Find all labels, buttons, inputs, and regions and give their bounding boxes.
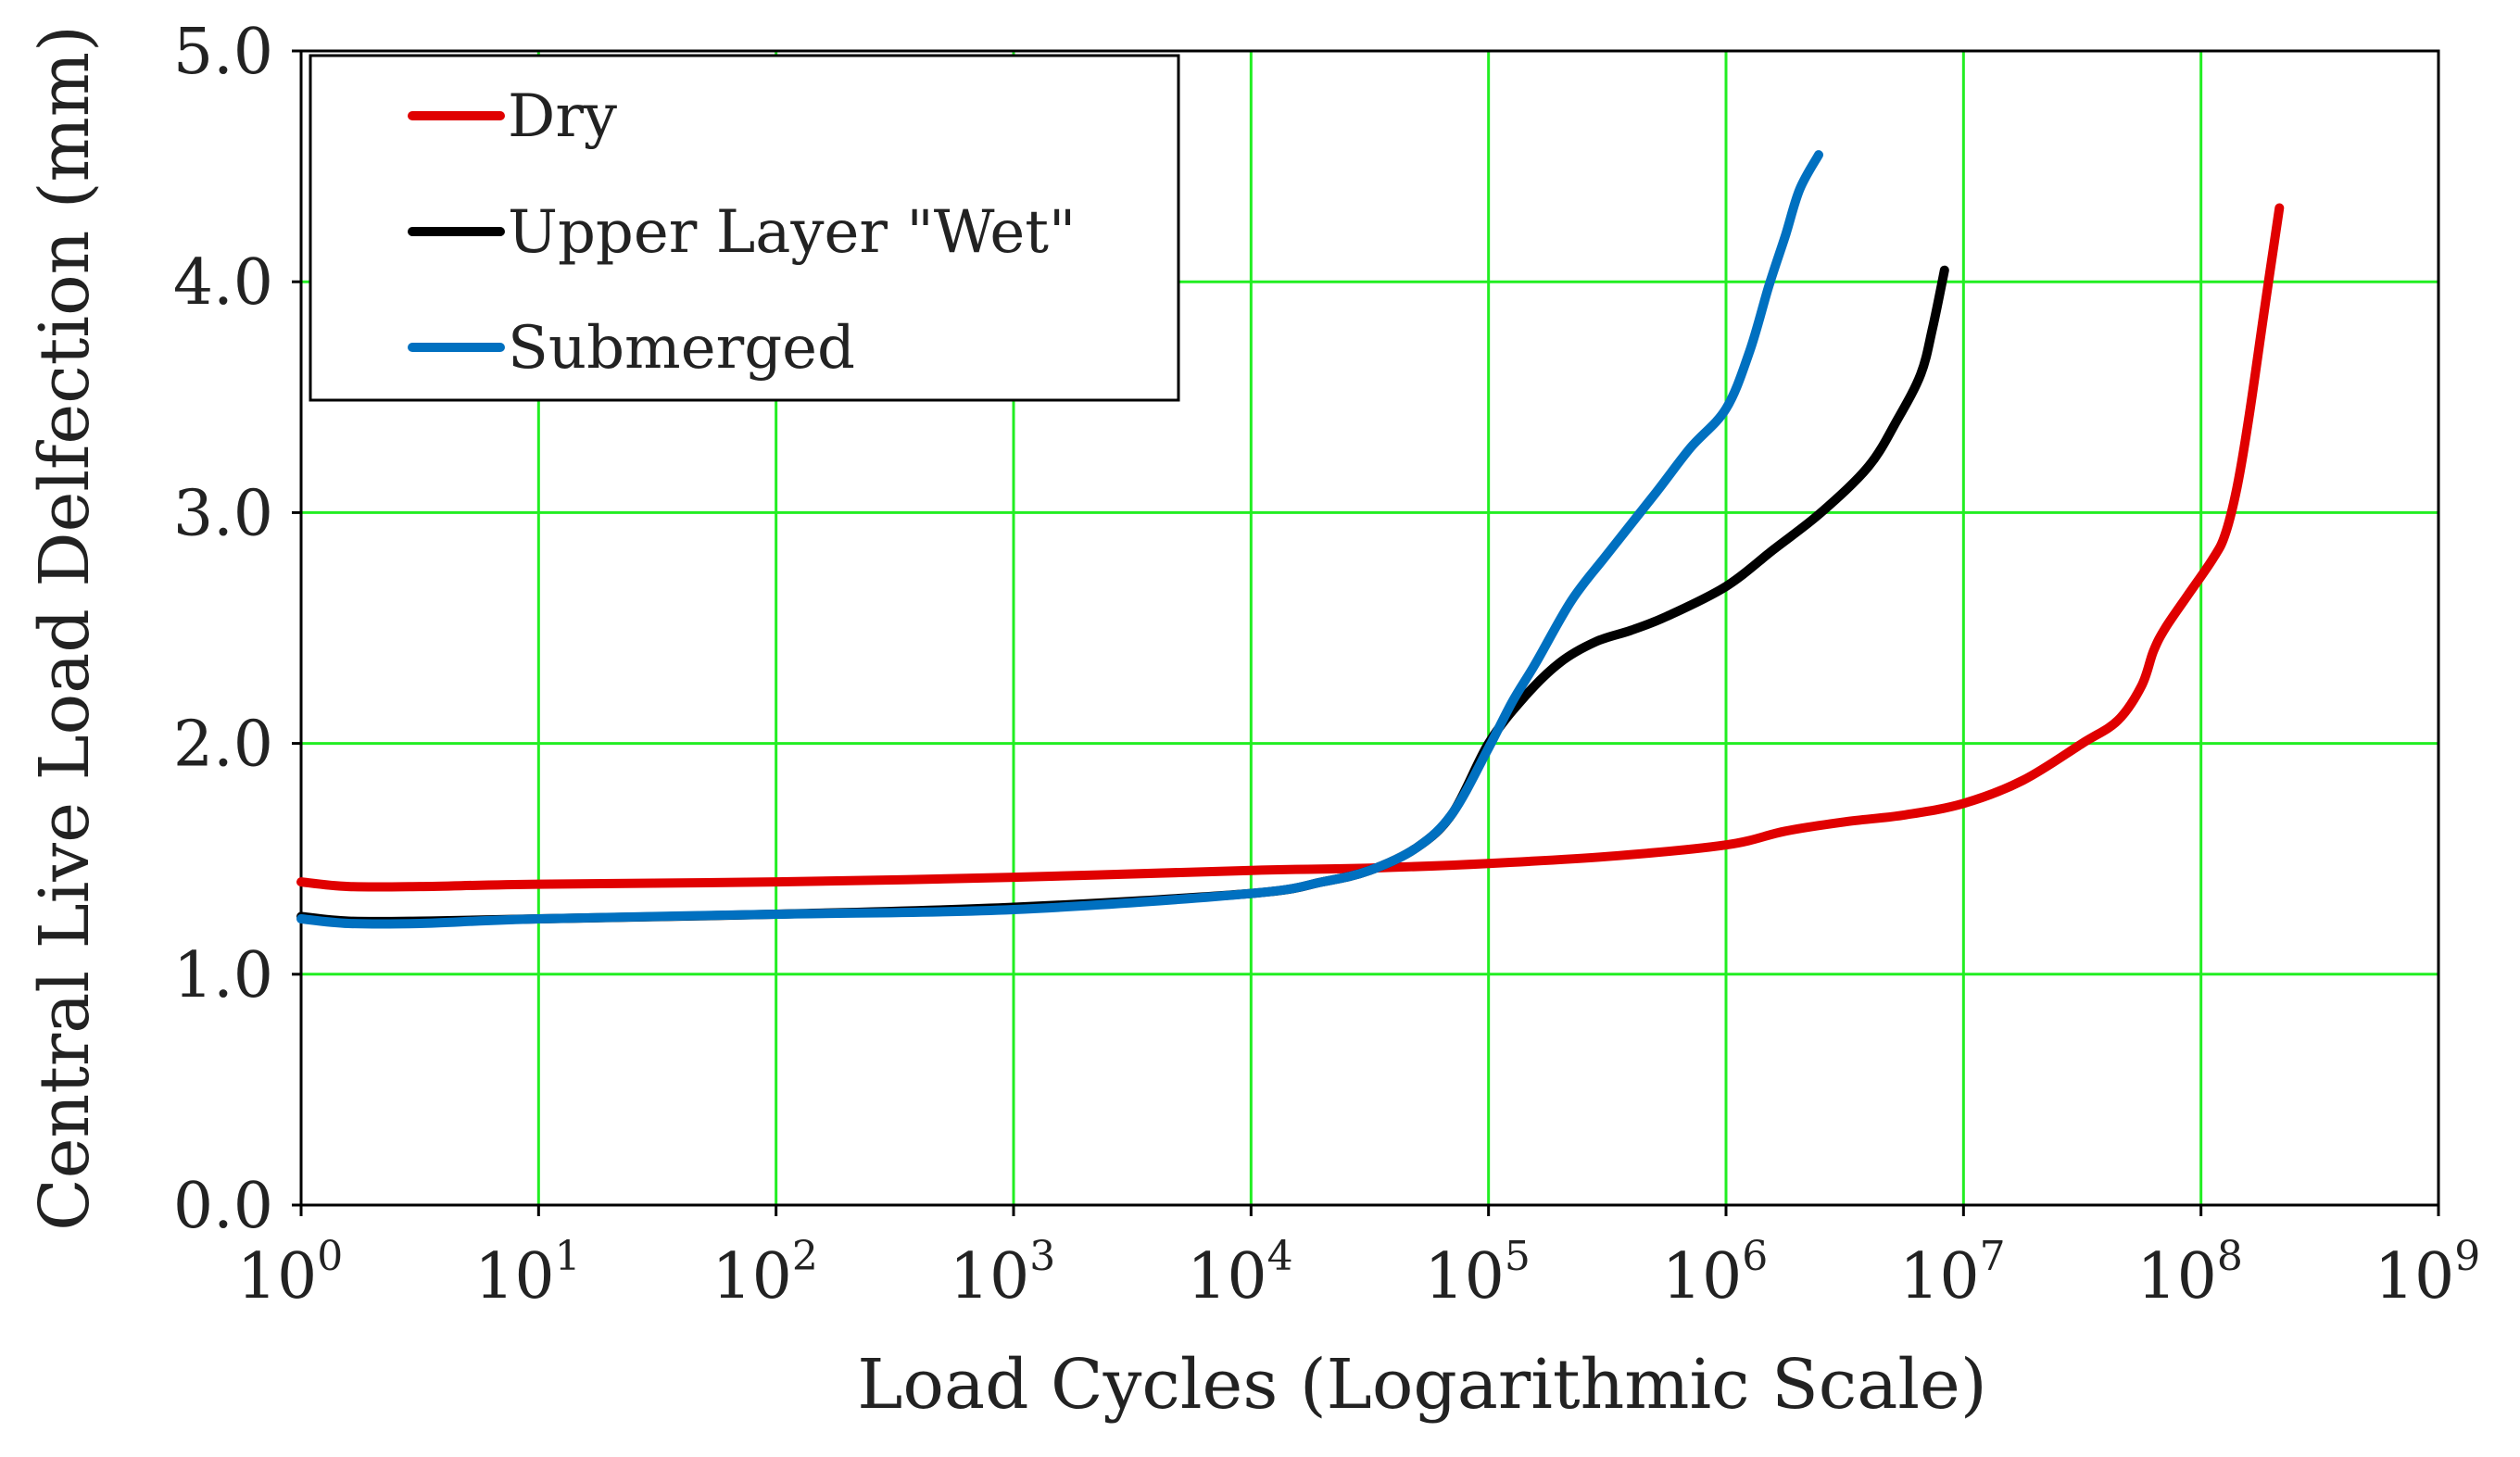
legend-label: Upper Layer "Wet" — [508, 198, 1076, 267]
x-tick-label: 107 — [1899, 1233, 2006, 1313]
x-tick-label: 106 — [1662, 1233, 1769, 1313]
y-tick-label: 2.0 — [173, 709, 273, 782]
y-tick-label: 1.0 — [173, 939, 273, 1012]
x-axis-ticks: 100 101 102 103 104 105 106 107 108 109 — [237, 1205, 2481, 1313]
x-tick-label: 108 — [2136, 1233, 2243, 1313]
series-lines — [296, 150, 2285, 929]
x-tick-label: 102 — [712, 1233, 818, 1313]
x-tick-label: 109 — [2375, 1233, 2481, 1313]
y-axis-ticks: 0.0 1.0 2.0 3.0 4.0 5.0 — [173, 16, 301, 1243]
legend: Dry Upper Layer "Wet" Submerged — [309, 54, 1180, 402]
legend-label: Dry — [508, 82, 617, 151]
y-tick-label: 3.0 — [173, 477, 273, 550]
y-tick-label: 5.0 — [173, 16, 273, 89]
x-tick-label: 105 — [1424, 1233, 1531, 1313]
series-line-submerged — [296, 150, 1823, 929]
plot-area-frame — [299, 49, 2440, 1207]
x-tick-label: 100 — [237, 1233, 344, 1313]
y-tick-label: 4.0 — [173, 246, 273, 320]
x-tick-label: 103 — [950, 1233, 1056, 1313]
x-tick-label: 104 — [1187, 1233, 1293, 1313]
legend-label: Submerged — [508, 314, 855, 383]
x-tick-label: 101 — [474, 1233, 581, 1313]
y-axis-title: Central Live Load Delfection (mm) — [25, 25, 105, 1231]
y-tick-label: 0.0 — [173, 1170, 273, 1243]
series-line-dry — [296, 203, 2285, 892]
x-axis-title: Load Cycles (Logarithmic Scale) — [857, 1345, 1986, 1425]
